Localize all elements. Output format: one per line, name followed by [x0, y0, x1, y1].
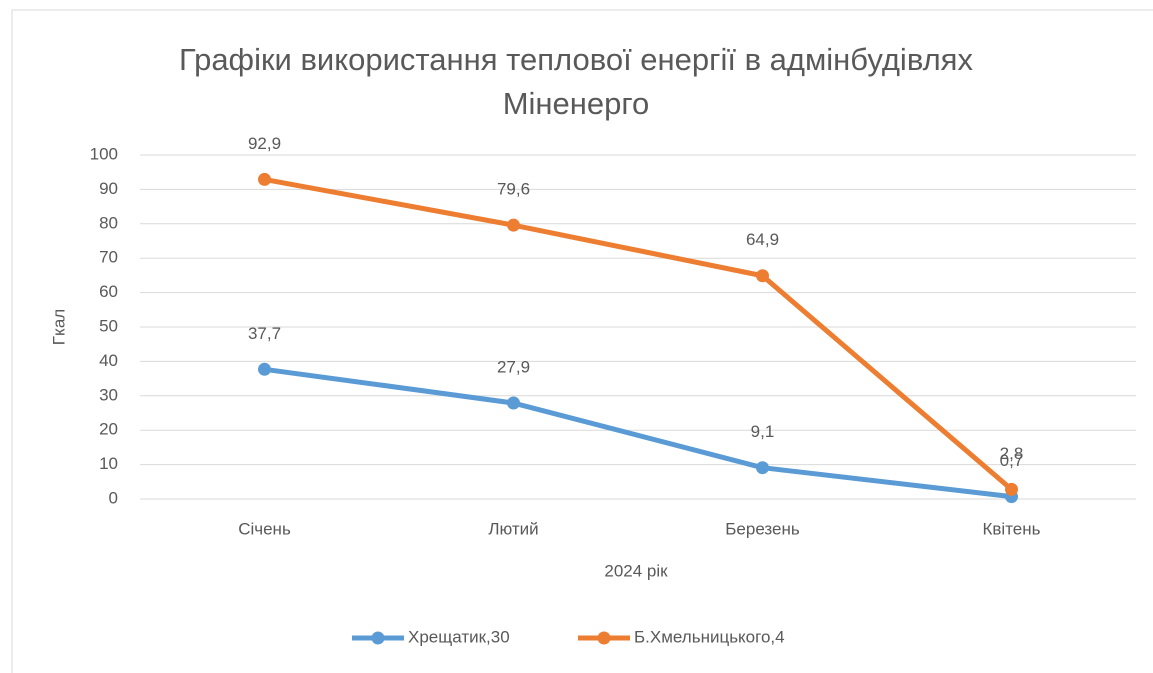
y-tick-label: 10: [99, 454, 118, 473]
point: [1005, 482, 1018, 496]
y-tick-label: 40: [99, 351, 118, 370]
point: [756, 269, 769, 283]
x-axis-label: 2024 рік: [604, 561, 668, 580]
data-label: 27,9: [497, 358, 530, 377]
data-label: 2,8: [1000, 444, 1024, 463]
data-label: 79,6: [497, 180, 530, 199]
data-label: 37,7: [248, 324, 281, 343]
point: [507, 396, 520, 410]
x-tick-label: Квітень: [982, 519, 1040, 538]
point: [258, 362, 271, 376]
legend-marker: [597, 631, 611, 645]
point: [507, 218, 520, 232]
legend-label: Б.Хмельницького,4: [634, 627, 785, 646]
y-tick-label: 0: [109, 488, 118, 507]
data-label: 0,7: [1000, 451, 1024, 470]
y-axis-label: Гкал: [49, 309, 68, 345]
point: [258, 172, 271, 186]
y-tick-label: 30: [99, 385, 118, 404]
chart-border: [11, 9, 1153, 673]
legend-marker: [371, 631, 385, 645]
x-tick-label: Січень: [238, 519, 291, 538]
data-label: 92,9: [248, 134, 281, 153]
y-tick-label: 60: [99, 282, 118, 301]
point: [756, 461, 769, 475]
x-tick-label: Березень: [725, 519, 800, 538]
series-line: [264, 366, 1012, 500]
x-tick-label: Лютий: [488, 519, 538, 538]
chart-title: Графіки використання теплової енергії в …: [179, 42, 973, 121]
data-label: 64,9: [746, 230, 779, 249]
y-tick-label: 20: [99, 420, 118, 439]
legend-label: Хрещатик,30: [408, 627, 510, 646]
y-tick-label: 50: [99, 316, 118, 335]
data-label: 9,1: [751, 422, 775, 441]
y-tick-label: 90: [99, 179, 118, 198]
y-tick-label: 100: [90, 144, 118, 163]
y-tick-label: 70: [99, 248, 118, 267]
series-line: [264, 176, 1014, 492]
y-tick-label: 80: [99, 213, 118, 232]
